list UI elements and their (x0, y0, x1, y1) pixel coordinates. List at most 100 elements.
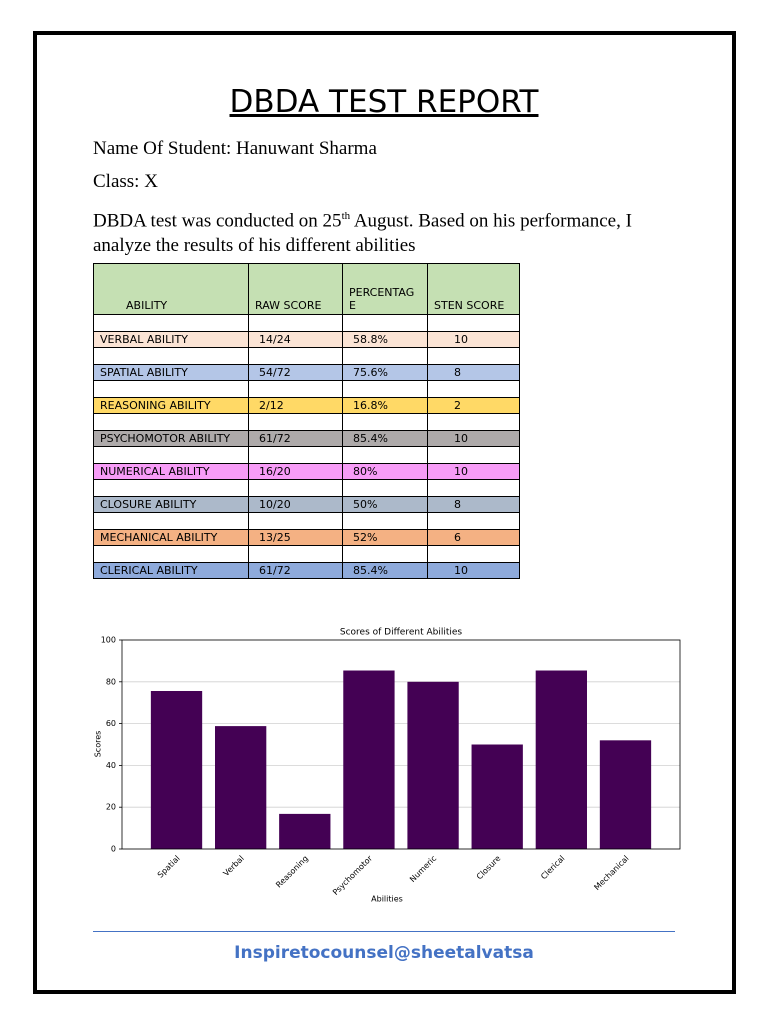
bar (215, 726, 267, 849)
table-cell: 52% (342, 528, 428, 546)
table-cell: 85.4% (342, 429, 428, 447)
table-cell: 85.4% (342, 561, 428, 579)
spacer-cell (342, 413, 428, 431)
y-tick-label: 0 (111, 845, 116, 854)
bar-chart: Scores of Different Abilities Abilities … (93, 618, 683, 908)
bar (535, 670, 587, 849)
table-cell: 10 (427, 561, 520, 579)
table-cell: 50% (342, 495, 428, 513)
y-axis-label: Scores (94, 731, 103, 758)
spacer-cell (427, 512, 520, 530)
spacer-cell (248, 512, 343, 530)
table-cell: VERBAL ABILITY (93, 330, 249, 348)
y-tick-label: 100 (101, 636, 116, 645)
y-tick-label: 20 (106, 803, 116, 812)
table-cell: 54/72 (248, 363, 343, 381)
student-class: Class: X (93, 171, 158, 192)
table-cell: 16/20 (248, 462, 343, 480)
table-cell: 58.8% (342, 330, 428, 348)
header-cell: STEN SCORE (427, 263, 520, 315)
ability-table: ABILITY RAW SCORE PERCENTAGE STEN SCORE VERB… (93, 263, 520, 579)
spacer-cell (93, 413, 249, 431)
spacer-cell (342, 479, 428, 497)
table-cell: 10 (427, 330, 520, 348)
spacer-cell (427, 380, 520, 398)
footer-rule (93, 931, 675, 932)
y-tick-label: 40 (106, 761, 116, 770)
spacer-cell (93, 380, 249, 398)
table-cell: 80% (342, 462, 428, 480)
spacer-cell (248, 314, 343, 332)
table-cell: 8 (427, 495, 520, 513)
header-cell: ABILITY (93, 263, 249, 315)
table-cell: 10/20 (248, 495, 343, 513)
spacer-cell (342, 512, 428, 530)
data-row: CLOSURE ABILITY 10/20 50% 8 (93, 495, 520, 513)
y-tick-label: 80 (106, 677, 116, 686)
spacer-cell (342, 314, 428, 332)
data-row: REASONING ABILITY 2/12 16.8% 2 (93, 396, 520, 414)
spacer-cell (93, 314, 249, 332)
intro-part: August. Based on his performance, I anal… (93, 210, 632, 257)
spacer-cell (342, 347, 428, 365)
spacer-cell (427, 413, 520, 431)
table-cell: 61/72 (248, 561, 343, 579)
header-cell: PERCENTAGE (342, 263, 428, 315)
table-cell: 10 (427, 429, 520, 447)
y-tick-label: 60 (106, 719, 116, 728)
table-cell: MECHANICAL ABILITY (93, 528, 249, 546)
data-row: CLERICAL ABILITY 61/72 85.4% 10 (93, 561, 520, 579)
spacer-cell (248, 380, 343, 398)
data-row: PSYCHOMOTOR ABILITY 61/72 85.4% 10 (93, 429, 520, 447)
footer-text: Inspiretocounsel@sheetalvatsa (234, 943, 534, 963)
spacer-cell (248, 479, 343, 497)
spacer-row (93, 413, 520, 431)
table-cell: 14/24 (248, 330, 343, 348)
table-cell: CLERICAL ABILITY (93, 561, 249, 579)
bar (599, 740, 652, 849)
bar (343, 670, 395, 849)
student-name: Name Of Student: Hanuwant Sharma (93, 138, 377, 159)
spacer-row (93, 479, 520, 497)
table-cell: REASONING ABILITY (93, 396, 249, 414)
spacer-cell (342, 446, 428, 464)
spacer-row (93, 545, 520, 563)
bar (279, 813, 331, 849)
spacer-cell (93, 512, 249, 530)
spacer-cell (342, 380, 428, 398)
table-cell: 75.6% (342, 363, 428, 381)
spacer-cell (427, 347, 520, 365)
plot-frame (121, 639, 681, 850)
report-title: DBDA TEST REPORT (229, 84, 539, 120)
spacer-cell (248, 545, 343, 563)
spacer-cell (93, 347, 249, 365)
header-row: ABILITY RAW SCORE PERCENTAGE STEN SCORE (93, 263, 520, 315)
table-cell: 8 (427, 363, 520, 381)
table-cell: 2 (427, 396, 520, 414)
table-cell: NUMERICAL ABILITY (93, 462, 249, 480)
bar (407, 681, 459, 849)
spacer-cell (248, 446, 343, 464)
spacer-cell (427, 314, 520, 332)
data-row: SPATIAL ABILITY 54/72 75.6% 8 (93, 363, 520, 381)
header-cell: RAW SCORE (248, 263, 343, 315)
table-cell: 10 (427, 462, 520, 480)
spacer-cell (342, 545, 428, 563)
table-cell: CLOSURE ABILITY (93, 495, 249, 513)
table-cell: 61/72 (248, 429, 343, 447)
table-cell: SPATIAL ABILITY (93, 363, 249, 381)
spacer-row (93, 446, 520, 464)
intro-part: DBDA test was conducted on 25 (93, 210, 342, 232)
bar (471, 744, 523, 849)
spacer-row (93, 512, 520, 530)
table-cell: PSYCHOMOTOR ABILITY (93, 429, 249, 447)
spacer-row (93, 380, 520, 398)
spacer-cell (248, 347, 343, 365)
table-cell: 6 (427, 528, 520, 546)
spacer-cell (248, 413, 343, 431)
data-row: MECHANICAL ABILITY 13/25 52% 6 (93, 528, 520, 546)
table-cell: 13/25 (248, 528, 343, 546)
data-row: VERBAL ABILITY 14/24 58.8% 10 (93, 330, 520, 348)
spacer-cell (427, 446, 520, 464)
